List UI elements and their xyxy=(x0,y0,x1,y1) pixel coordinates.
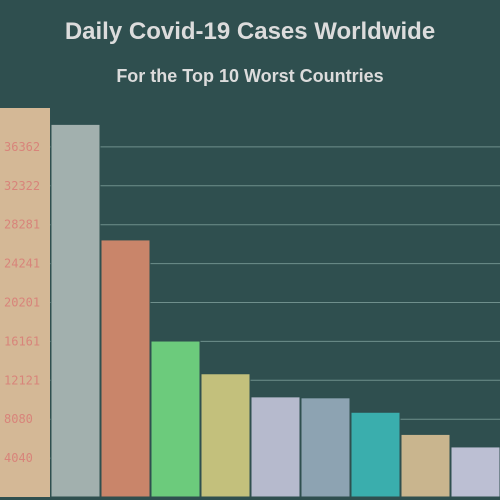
y-axis-band xyxy=(0,108,50,497)
y-tick-label: 20201 xyxy=(4,296,40,310)
y-tick-label: 16161 xyxy=(4,334,40,348)
y-tick-label: 32322 xyxy=(4,179,40,193)
y-tick-label: 24241 xyxy=(4,257,40,271)
y-tick-label: 8080 xyxy=(4,412,33,426)
bar xyxy=(350,411,401,498)
bar xyxy=(400,433,451,498)
y-tick-label: 12121 xyxy=(4,373,40,387)
bar xyxy=(250,396,301,498)
bar xyxy=(150,340,201,498)
bar xyxy=(100,239,151,498)
bar xyxy=(50,123,101,498)
y-tick-label: 4040 xyxy=(4,451,33,465)
bar xyxy=(200,373,251,498)
y-tick-label: 36362 xyxy=(4,140,40,154)
y-tick-label: 28281 xyxy=(4,218,40,232)
bar xyxy=(300,397,351,498)
chart-subtitle: For the Top 10 Worst Countries xyxy=(116,66,384,86)
chart-title: Daily Covid-19 Cases Worldwide xyxy=(64,18,436,45)
bar xyxy=(450,446,500,498)
